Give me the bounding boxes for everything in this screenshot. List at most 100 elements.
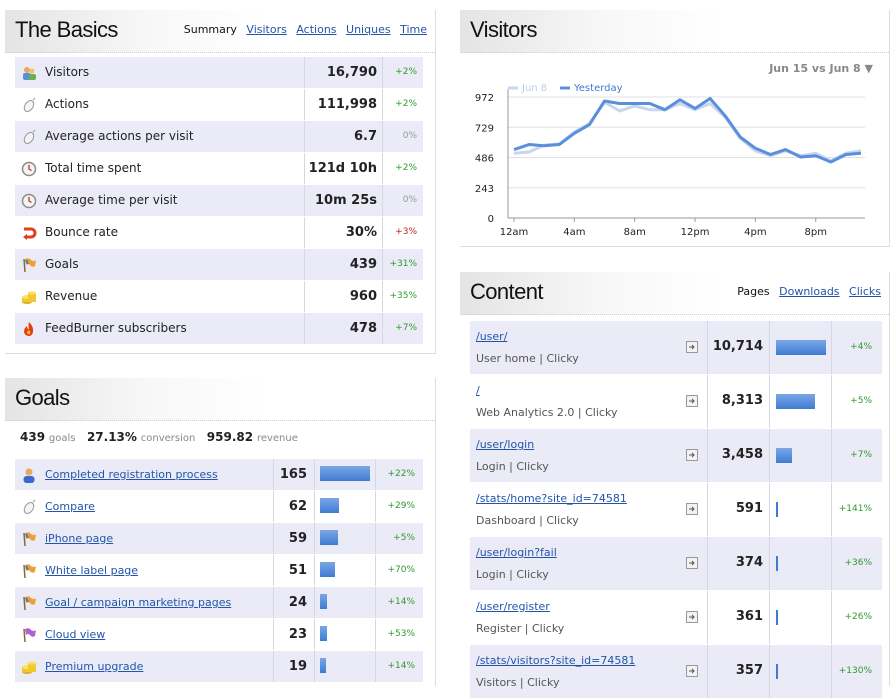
content-bar [776, 394, 815, 409]
tab-downloads[interactable]: Downloads [779, 285, 839, 298]
goal-value: 62 [277, 499, 307, 514]
goal-bar [320, 626, 327, 641]
goals-count: 439 [20, 430, 45, 444]
feedburner-icon [21, 321, 37, 337]
page-title-text: Login | Clicky [476, 568, 549, 581]
page-title-text: Login | Clicky [476, 460, 549, 473]
goal-bar [320, 594, 327, 609]
tab-actions[interactable]: Actions [296, 23, 336, 36]
goal-link[interactable]: Completed registration process [45, 468, 218, 481]
metric-change: +2% [383, 163, 417, 173]
open-page-icon[interactable] [686, 395, 698, 410]
visitors-icon [21, 65, 37, 81]
metric-value: 439 [307, 257, 377, 272]
tab-clicks[interactable]: Clicks [849, 285, 881, 298]
goal-value: 165 [277, 467, 307, 482]
metric-value: 6.7 [307, 129, 377, 144]
page-change: +26% [832, 612, 872, 622]
flag-icon [21, 595, 37, 611]
page-change: +5% [832, 396, 872, 406]
page-url-link[interactable]: /stats/home?site_id=74581 [476, 492, 627, 505]
metric-value: 121d 10h [307, 161, 377, 176]
goal-link[interactable]: iPhone page [45, 532, 113, 545]
goal-change: +70% [375, 565, 415, 575]
goal-link[interactable]: Cloud view [45, 628, 105, 641]
goal-row[interactable]: White label page 51 +70% [15, 555, 423, 587]
legend-label: Yesterday [573, 83, 623, 94]
coins-icon [21, 659, 37, 675]
page-change: +4% [832, 342, 872, 352]
goal-change: +5% [375, 533, 415, 543]
open-page-icon[interactable] [686, 665, 698, 680]
goal-change: +22% [375, 469, 415, 479]
compare-dropdown[interactable]: Jun 15 vs Jun 8 ▼ [769, 62, 873, 75]
open-page-icon[interactable] [686, 449, 698, 464]
page-url-link[interactable]: / [476, 384, 480, 397]
metric-label: Bounce rate [45, 225, 118, 239]
tab-pages[interactable]: Pages [737, 285, 769, 298]
series-line-jun-8 [514, 102, 861, 161]
goal-link[interactable]: White label page [45, 564, 138, 577]
open-page-icon[interactable] [686, 611, 698, 626]
visitors-header: Visitors [460, 10, 889, 53]
content-bar [776, 340, 826, 355]
purple-flag-icon [21, 627, 37, 643]
goal-link[interactable]: Goal / campaign marketing pages [45, 596, 231, 609]
metric-label: Average actions per visit [45, 129, 194, 143]
tab-time[interactable]: Time [400, 23, 427, 36]
goal-value: 59 [277, 531, 307, 546]
goal-row[interactable]: iPhone page 59 +5% [15, 523, 423, 555]
open-page-icon[interactable] [686, 557, 698, 572]
conversion-label: conversion [141, 433, 196, 444]
page-change: +130% [832, 666, 872, 676]
mouse-icon [21, 499, 37, 515]
clock-icon [21, 193, 37, 209]
page-title-text: Visitors | Clicky [476, 676, 559, 689]
content-bar [776, 556, 778, 571]
goal-value: 51 [277, 563, 307, 578]
goal-link[interactable]: Premium upgrade [45, 660, 143, 673]
mouse-icon [21, 129, 37, 145]
tab-summary[interactable]: Summary [184, 23, 237, 36]
goal-row[interactable]: Completed registration process 165 +22% [15, 459, 423, 491]
open-page-icon[interactable] [686, 341, 698, 356]
page-views-value: 374 [710, 555, 763, 570]
goal-link[interactable]: Compare [45, 500, 95, 513]
conversion-value: 27.13% [87, 430, 137, 444]
page-url-link[interactable]: /user/login [476, 438, 534, 451]
flag-icon [21, 563, 37, 579]
page-url-link[interactable]: /user/register [476, 600, 550, 613]
tab-uniques[interactable]: Uniques [346, 23, 391, 36]
page-url-link[interactable]: /user/ [476, 330, 507, 343]
page-url-link[interactable]: /stats/visitors?site_id=74581 [476, 654, 635, 667]
metric-change: 0% [383, 195, 417, 205]
y-tick-label: 0 [488, 214, 494, 225]
content-row[interactable]: /stats/visitors?site_id=74581 Visitors | … [470, 645, 882, 699]
open-page-icon[interactable] [686, 503, 698, 518]
coins-icon [21, 289, 37, 305]
page-url-link[interactable]: /user/login?fail [476, 546, 557, 559]
flag-icon [21, 257, 37, 273]
x-tick-label: 8am [624, 227, 646, 238]
tab-visitors[interactable]: Visitors [246, 23, 286, 36]
